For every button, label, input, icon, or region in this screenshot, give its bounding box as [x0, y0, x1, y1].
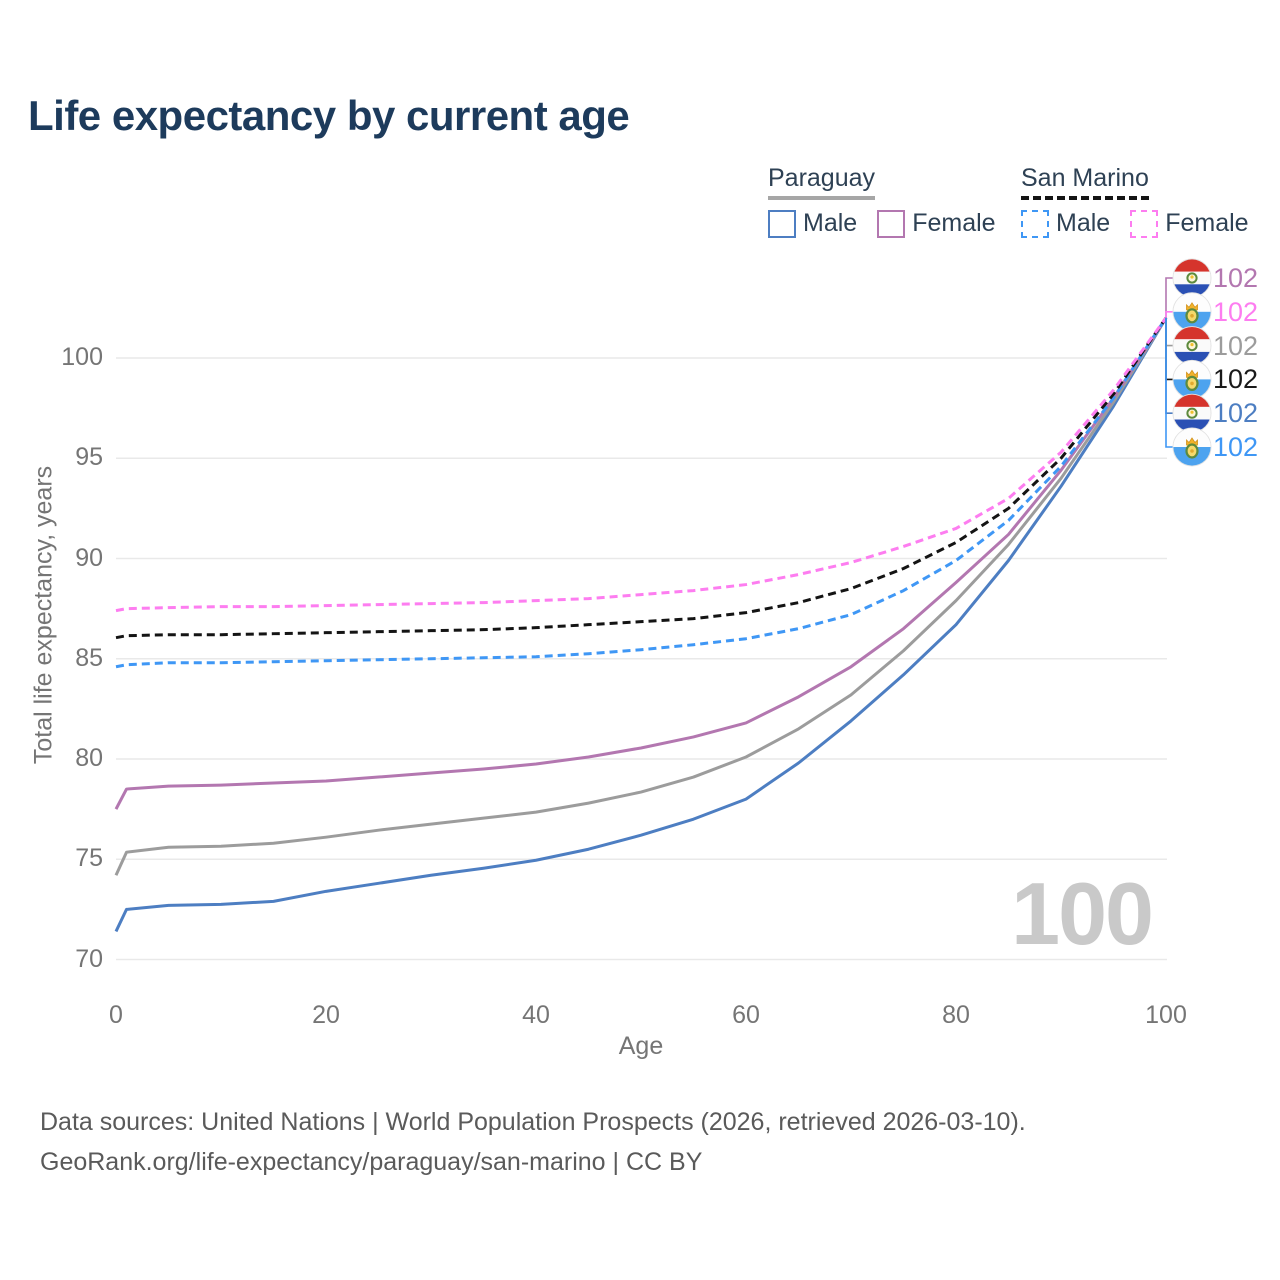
- chart-title: Life expectancy by current age: [28, 92, 630, 139]
- series-line-paraguay-female[interactable]: [114, 317, 1168, 810]
- footer-data-sources: Data sources: United Nations | World Pop…: [40, 1108, 1026, 1136]
- paraguay-flag-icon: [1172, 258, 1212, 298]
- y-tick-label-75: 75: [75, 844, 103, 873]
- y-axis-title: Total life expectancy, years: [29, 465, 58, 765]
- y-tick-label-80: 80: [75, 744, 103, 772]
- y-tick-label-70: 70: [75, 944, 103, 973]
- legend-item-paraguay-female[interactable]: Female: [877, 209, 996, 238]
- y-tick-label-85: 85: [75, 643, 103, 672]
- end-connector-san-marino-total: [1165, 317, 1173, 381]
- y-tick-label-90: 90: [75, 543, 103, 572]
- legend-row-paraguay: Male Female: [768, 209, 996, 238]
- san-marino-flag-icon: [1172, 292, 1212, 332]
- end-value-label-paraguay-female: 102: [1213, 263, 1259, 293]
- san-marino-female-swatch-icon: [1130, 209, 1159, 238]
- paraguay-flag-icon: [1172, 326, 1212, 366]
- legend-country-paraguay[interactable]: Paraguay: [768, 164, 876, 200]
- series-line-san-marino-female[interactable]: [115, 317, 1168, 613]
- footer-attribution-url: GeoRank.org/life-expectancy/paraguay/san…: [40, 1148, 703, 1176]
- x-axis-title: Age: [618, 1032, 664, 1060]
- age-counter-watermark: 100: [1011, 864, 1154, 963]
- series-line-san-marino-male[interactable]: [115, 317, 1168, 669]
- paraguay-male-swatch-icon: [768, 209, 796, 238]
- end-value-label-san-marino-male: 102: [1213, 432, 1259, 462]
- end-connector-paraguay-total: [1165, 317, 1173, 347]
- legend-label-paraguay-male: Male: [803, 209, 858, 237]
- legend-item-paraguay-male[interactable]: Male: [768, 209, 857, 238]
- x-tick-label-100: 100: [1145, 1001, 1187, 1029]
- legend-group-san-marino: San Marino Male Female: [1021, 164, 1249, 238]
- end-value-label-san-marino-female: 102: [1213, 296, 1259, 327]
- legend-item-san-marino-male[interactable]: Male: [1021, 209, 1110, 238]
- paraguay-flag-icon: [1172, 393, 1212, 433]
- legend-item-san-marino-female[interactable]: Female: [1130, 209, 1249, 238]
- end-connector-paraguay-male: [1165, 317, 1173, 414]
- legend-label-san-marino-male: Male: [1056, 209, 1111, 237]
- x-tick-label-0: 0: [109, 1001, 123, 1029]
- x-tick-label-60: 60: [732, 1001, 760, 1029]
- series-line-paraguay-male[interactable]: [114, 317, 1168, 933]
- end-value-label-paraguay-total: 102: [1213, 330, 1259, 361]
- legend-group-paraguay: Paraguay Male Female: [768, 164, 996, 238]
- legend-row-san-marino: Male Female: [1021, 209, 1249, 238]
- end-connector-paraguay-female: [1165, 277, 1173, 318]
- legend-country-san-marino[interactable]: San Marino: [1021, 164, 1149, 200]
- y-tick-label-95: 95: [75, 443, 103, 472]
- paraguay-female-swatch-icon: [877, 209, 906, 238]
- end-value-label-paraguay-male: 102: [1213, 398, 1259, 429]
- x-tick-label-40: 40: [522, 1001, 550, 1029]
- x-tick-label-20: 20: [312, 1001, 340, 1029]
- series-line-san-marino-total[interactable]: [115, 317, 1168, 640]
- y-tick-label-100: 100: [61, 343, 103, 371]
- end-value-label-san-marino-total: 102: [1213, 364, 1259, 395]
- san-marino-male-swatch-icon: [1021, 209, 1049, 238]
- end-connector-san-marino-male: [1165, 317, 1173, 448]
- end-connector-san-marino-female: [1165, 311, 1173, 318]
- san-marino-flag-icon: [1172, 359, 1212, 399]
- series-line-paraguay-total[interactable]: [114, 317, 1168, 876]
- legend-label-paraguay-female: Female: [912, 209, 996, 237]
- legend-label-san-marino-female: Female: [1165, 209, 1249, 237]
- san-marino-flag-icon: [1172, 427, 1212, 467]
- x-tick-label-80: 80: [942, 1001, 970, 1029]
